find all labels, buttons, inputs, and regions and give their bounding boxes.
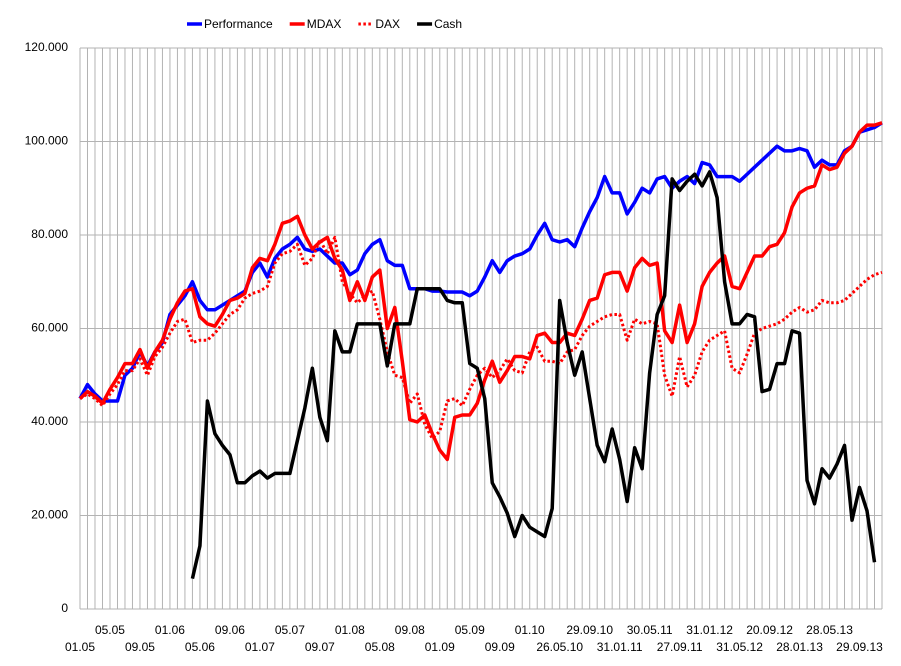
x-tick-label: 28.01.13 [776, 640, 823, 654]
x-tick-label: 01.05 [65, 640, 95, 654]
series-line [78, 121, 883, 462]
x-tick-label: 01.08 [335, 623, 365, 637]
y-tick-label: 100.000 [25, 134, 69, 148]
x-tick-label: 09.08 [395, 623, 425, 637]
y-tick-label: 20.000 [31, 508, 68, 522]
x-tick-label: 01.09 [425, 640, 455, 654]
legend-label: Performance [204, 17, 273, 31]
x-tick-label: 09.05 [125, 640, 155, 654]
y-tick-label: 60.000 [31, 321, 68, 335]
x-tick-label: 31.01.11 [597, 640, 643, 654]
x-tick-label: 20.09.12 [746, 623, 793, 637]
legend-label: DAX [375, 17, 400, 31]
series-line [190, 170, 877, 580]
x-tick-label: 29.09.10 [566, 623, 613, 637]
x-tick-label: 09.07 [305, 640, 335, 654]
x-tick-label: 05.06 [185, 640, 215, 654]
x-tick-label: 01.06 [155, 623, 185, 637]
y-tick-label: 0 [61, 601, 68, 615]
x-tick-label: 05.08 [365, 640, 395, 654]
x-tick-label: 28.05.13 [806, 623, 853, 637]
series-line [79, 235, 883, 440]
x-tick-label: 31.05.12 [716, 640, 763, 654]
series-line [78, 121, 883, 403]
y-tick-label: 80.000 [31, 227, 68, 241]
x-tick-label: 05.05 [95, 623, 125, 637]
x-tick-label: 26.05.10 [536, 640, 583, 654]
x-tick-label: 01.10 [515, 623, 545, 637]
y-tick-label: 40.000 [31, 414, 68, 428]
x-tick-label: 29.09.13 [836, 640, 883, 654]
x-tick-label: 01.07 [245, 640, 275, 654]
x-tick-label: 05.09 [455, 623, 485, 637]
legend-label: MDAX [307, 17, 342, 31]
legend-label: Cash [434, 17, 462, 31]
x-tick-label: 05.07 [275, 623, 305, 637]
x-tick-label: 09.06 [215, 623, 245, 637]
x-tick-label: 09.09 [485, 640, 515, 654]
y-tick-label: 120.000 [25, 40, 69, 54]
x-tick-label: 27.09.11 [657, 640, 703, 654]
x-tick-label: 31.01.12 [686, 623, 733, 637]
x-tick-label: 30.05.11 [627, 623, 673, 637]
